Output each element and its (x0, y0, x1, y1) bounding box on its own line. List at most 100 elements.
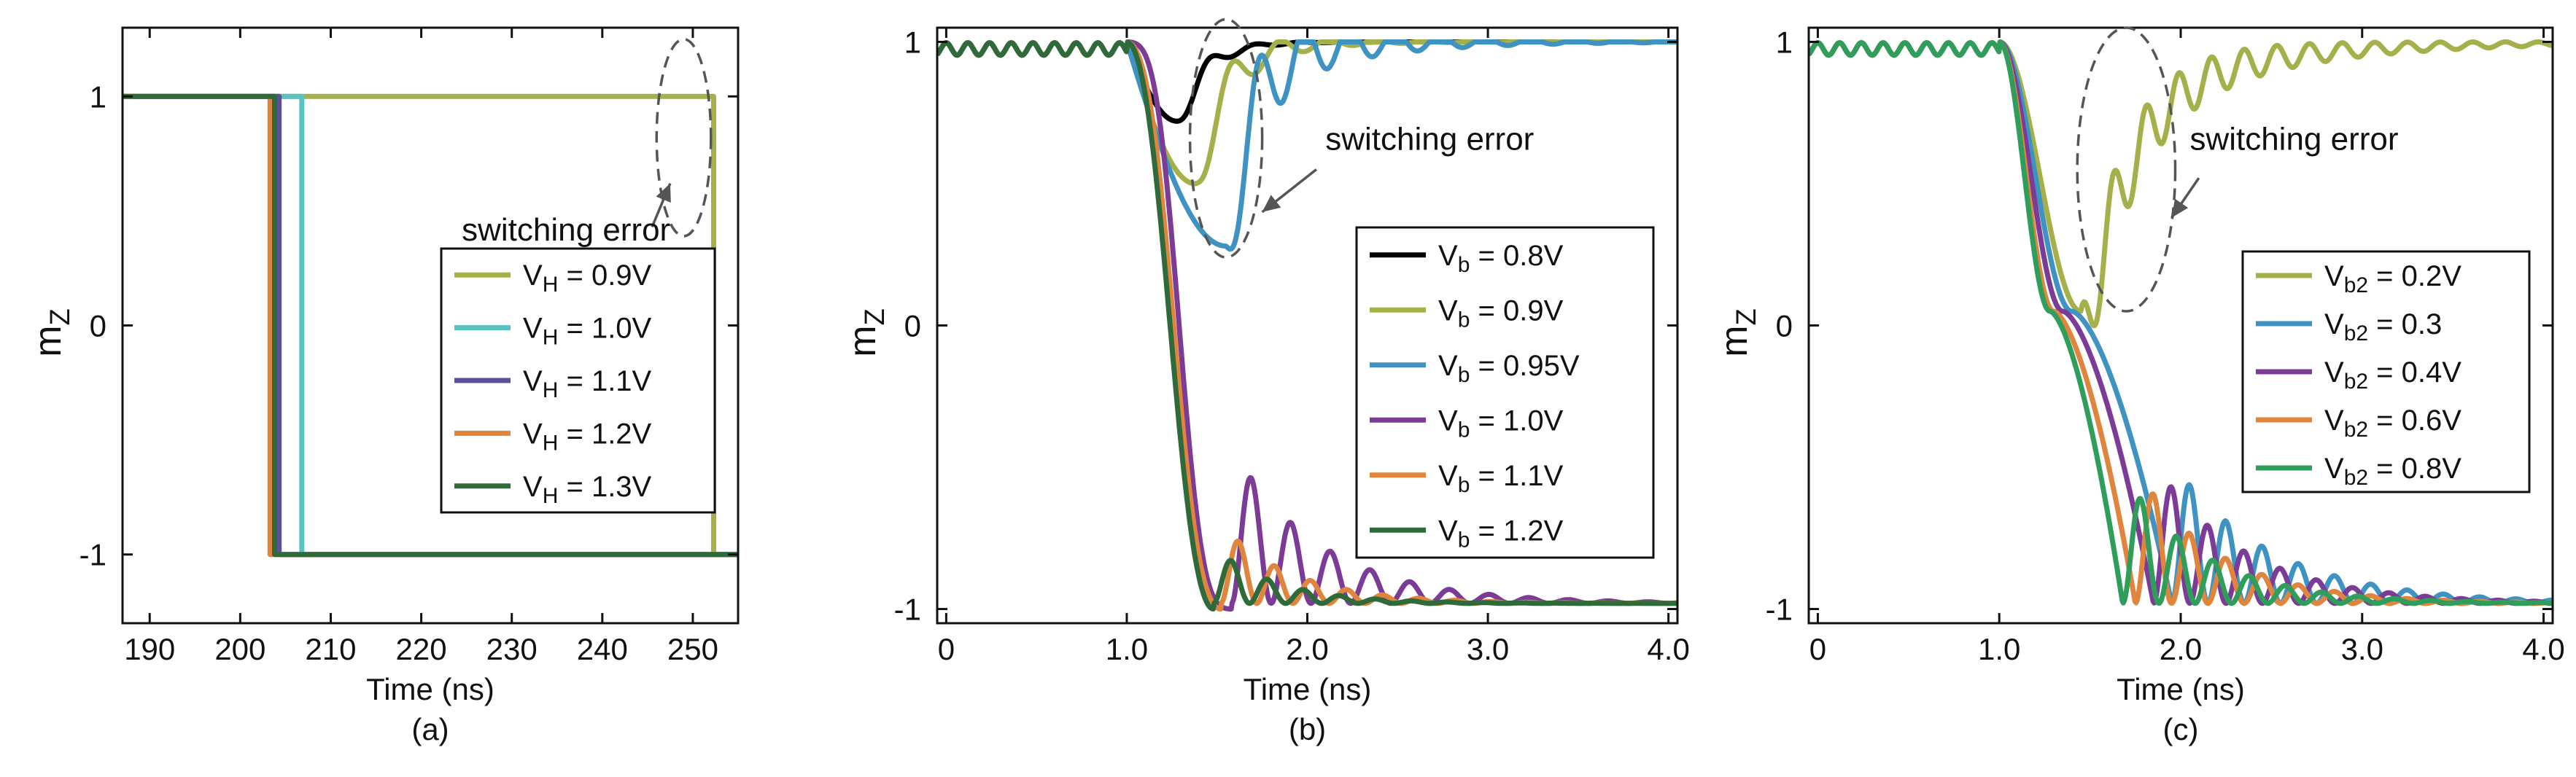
legend-label-sub: b2 (2344, 418, 2368, 442)
y-tick-label: -1 (894, 593, 921, 627)
y-axis-label-main: m (27, 325, 69, 356)
annotation-ellipse (2076, 26, 2177, 313)
legend-label-rest: = 0.95V (1470, 350, 1579, 382)
series-group (937, 39, 1677, 612)
y-tick-label: -1 (79, 538, 106, 572)
x-tick-label: 1.0 (1106, 632, 1148, 666)
y-tick-label: 0 (1776, 309, 1793, 343)
legend-label-rest: = 0.9V (1470, 294, 1563, 327)
legend-label-3: Vb2 = 0.6V (2324, 405, 2461, 442)
x-axis-label: Time (ns) (2117, 672, 2245, 706)
legend-label-sub: H (543, 273, 559, 297)
x-tick-label: 230 (486, 632, 538, 666)
series-line-a-4 (123, 93, 738, 558)
legend-label-sub: b (1458, 308, 1470, 332)
annotation-arrow-head (1262, 195, 1281, 212)
legend-label-3: Vb = 1.0V (1438, 405, 1564, 442)
y-axis-label-sub: Z (860, 308, 891, 325)
y-tick-label: 1 (90, 79, 106, 114)
y-tick-label: 1 (904, 25, 921, 59)
legend-label-sub: H (543, 326, 559, 350)
legend-label-rest: = 1.1V (558, 365, 651, 397)
legend-label-5: Vb = 1.2V (1438, 515, 1564, 552)
x-tick-label: 0 (1809, 632, 1826, 666)
y-tick-label: -1 (1766, 593, 1793, 627)
annotation-arrow-head (656, 183, 671, 203)
annotation-ellipse (1188, 17, 1264, 259)
x-tick-label: 2.0 (2160, 632, 2202, 666)
legend-label-main: V (1438, 405, 1458, 437)
legend-label-rest: = 0.8V (2368, 453, 2461, 485)
chart-panel-c: 0 1.0 2.0 3.0 4.0 -1 0 1 mZ Time (ns) (c) switching… (1713, 25, 2565, 746)
legend-label-sub: b (1458, 473, 1470, 497)
legend-label-main: V (2324, 356, 2344, 388)
y-axis-label-main: m (1713, 325, 1756, 356)
legend-label-sub: b2 (2344, 370, 2368, 394)
series-line-b-1 (937, 39, 1677, 187)
legend-label-4: Vb2 = 0.8V (2324, 453, 2461, 490)
legend-label-rest: = 0.9V (558, 259, 651, 292)
legend-label-0: Vb = 0.8V (1438, 240, 1564, 277)
legend-label-sub: b2 (2344, 466, 2368, 490)
legend-label-main: V (523, 259, 543, 292)
x-tick-label: 4.0 (1647, 632, 1689, 666)
legend-label-main: V (523, 418, 543, 450)
legend-label-rest: = 1.2V (558, 418, 651, 450)
series-group (123, 93, 738, 558)
annotation-ellipse (655, 37, 713, 238)
legend-label-rest: = 1.0V (1470, 405, 1563, 437)
legend-label-main: V (523, 313, 543, 345)
x-axis-label: Time (ns) (1244, 672, 1372, 706)
legend-label-main: V (1438, 294, 1458, 327)
x-tick-label: 3.0 (2341, 632, 2383, 666)
panel-label: (b) (1289, 712, 1326, 746)
annotation-text: switching error (2189, 121, 2398, 157)
legend-label-sub: H (543, 484, 559, 508)
legend-label-rest: = 0.2V (2368, 260, 2461, 292)
series-line-b-2 (937, 39, 1677, 252)
legend-label-rest: = 0.4V (2368, 356, 2461, 388)
legend-label-4: VH = 1.3V (523, 471, 652, 508)
legend-label-2: Vb = 0.95V (1438, 350, 1580, 387)
legend-label-1: VH = 1.0V (523, 313, 652, 350)
x-tick-label: 190 (124, 632, 175, 666)
legend-label-main: V (1438, 515, 1458, 547)
series-group (1809, 39, 2553, 606)
legend-label-main: V (1438, 240, 1458, 272)
y-axis-label-sub: Z (45, 308, 76, 325)
x-tick-label: 0 (938, 632, 955, 666)
legend-label-4: Vb = 1.1V (1438, 460, 1564, 497)
legend-label-sub: b (1458, 528, 1470, 552)
chart-panel-b: 0 1.0 2.0 3.0 4.0 -1 0 1 mZ Time (ns) (b) switching… (842, 17, 1690, 746)
panel-label: (a) (411, 712, 449, 746)
x-tick-label: 240 (577, 632, 628, 666)
y-axis-label-sub: Z (1731, 308, 1762, 325)
annotation-text: switching error (462, 212, 670, 248)
legend-label-1: Vb2 = 0.3 (2324, 308, 2442, 345)
x-tick-label: 200 (214, 632, 265, 666)
y-tick-label: 0 (904, 309, 921, 343)
legend-label-rest: = 1.1V (1470, 460, 1563, 492)
legend-label-rest: = 0.8V (1470, 240, 1563, 272)
legend-label-main: V (2324, 453, 2344, 485)
legend-label-0: Vb2 = 0.2V (2324, 260, 2461, 297)
series-line-c-4 (1809, 39, 2553, 606)
legend-label-rest: = 1.0V (558, 313, 651, 345)
panel-label: (c) (2163, 712, 2199, 746)
y-axis-label-main: m (842, 325, 884, 356)
y-axis-label: mZ (27, 308, 76, 357)
legend-label-1: Vb = 0.9V (1438, 294, 1564, 332)
legend-label-sub: b2 (2344, 321, 2368, 345)
legend-label-sub: b (1458, 418, 1470, 442)
chart-panel-a: 190 200 210 220 230 240 250 -1 0 1 mZ Time (ns) (a) s… (27, 26, 740, 746)
legend-label-main: V (2324, 260, 2344, 292)
legend-label-main: V (2324, 308, 2344, 340)
legend-label-2: Vb2 = 0.4V (2324, 356, 2461, 394)
legend-label-main: V (2324, 405, 2344, 437)
legend-label-3: VH = 1.2V (523, 418, 652, 455)
x-tick-label: 1.0 (1978, 632, 2020, 666)
x-tick-label: 250 (667, 632, 718, 666)
x-tick-label: 210 (305, 632, 356, 666)
legend-box (1355, 226, 1655, 559)
